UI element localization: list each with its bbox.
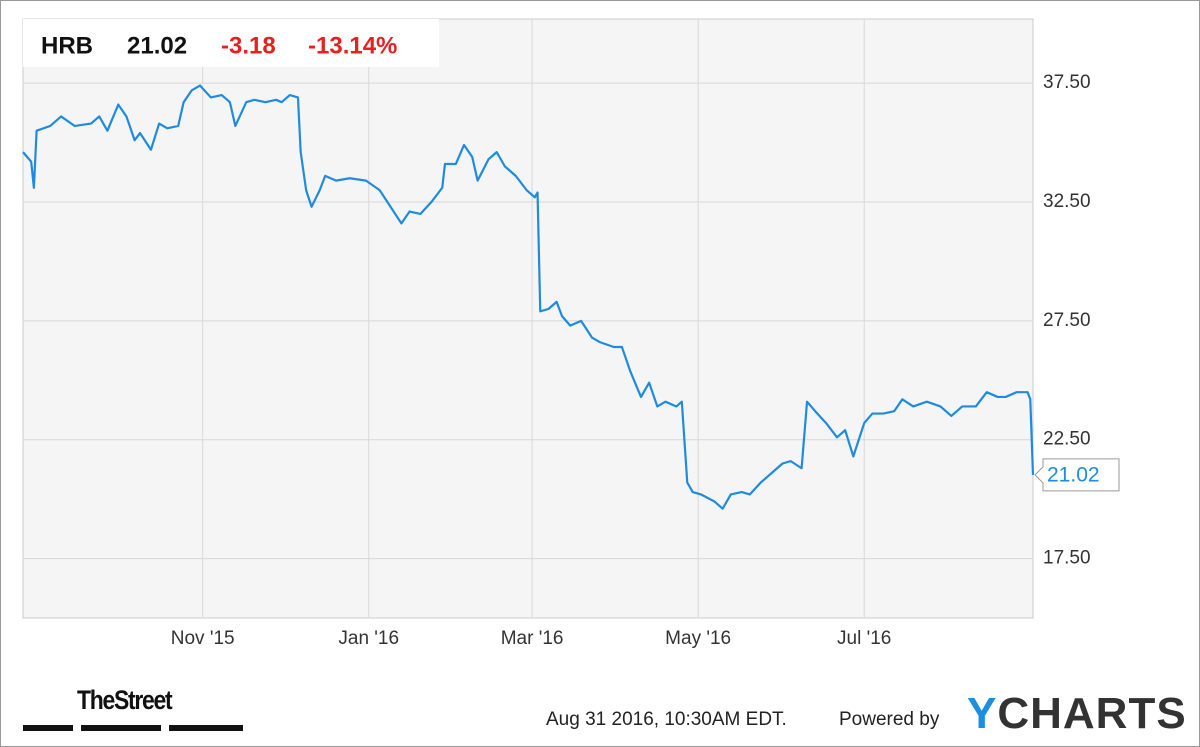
timestamp: Aug 31 2016, 10:30AM EDT. xyxy=(546,709,787,730)
y-tick-label: 37.50 xyxy=(1043,72,1091,93)
x-tick-label: May '16 xyxy=(665,628,731,649)
series xyxy=(22,84,1035,510)
y-tick-label: 17.50 xyxy=(1043,548,1091,569)
y-tick-label: 32.50 xyxy=(1043,191,1091,212)
ticker: HRB xyxy=(41,32,93,59)
x-tick-label: Mar '16 xyxy=(501,628,564,649)
logo-bar xyxy=(169,725,243,731)
logo: TheStreet xyxy=(77,685,173,715)
plot-area xyxy=(22,18,1034,619)
x-tick-label: Jul '16 xyxy=(837,628,891,649)
grid xyxy=(23,19,1033,618)
header-box xyxy=(23,19,439,67)
y-tick-label: 22.50 xyxy=(1043,429,1091,450)
logo-bar xyxy=(81,725,161,731)
y-tick-label: 27.50 xyxy=(1043,310,1091,331)
change-percent: -13.14% xyxy=(308,32,397,59)
brand: YCHARTS xyxy=(967,689,1187,738)
x-tick-label: Nov '15 xyxy=(171,628,235,649)
change: -3.18 xyxy=(221,32,276,59)
price: 21.02 xyxy=(127,32,187,59)
logo-bar xyxy=(23,725,73,731)
x-tick-label: Jan '16 xyxy=(338,628,399,649)
last-value-callout: 21.02 xyxy=(1034,458,1120,492)
price-line xyxy=(22,84,1035,510)
powered-by: Powered by xyxy=(839,709,940,730)
callout-box xyxy=(1034,458,1120,492)
callout-label: 21.02 xyxy=(1047,463,1100,486)
